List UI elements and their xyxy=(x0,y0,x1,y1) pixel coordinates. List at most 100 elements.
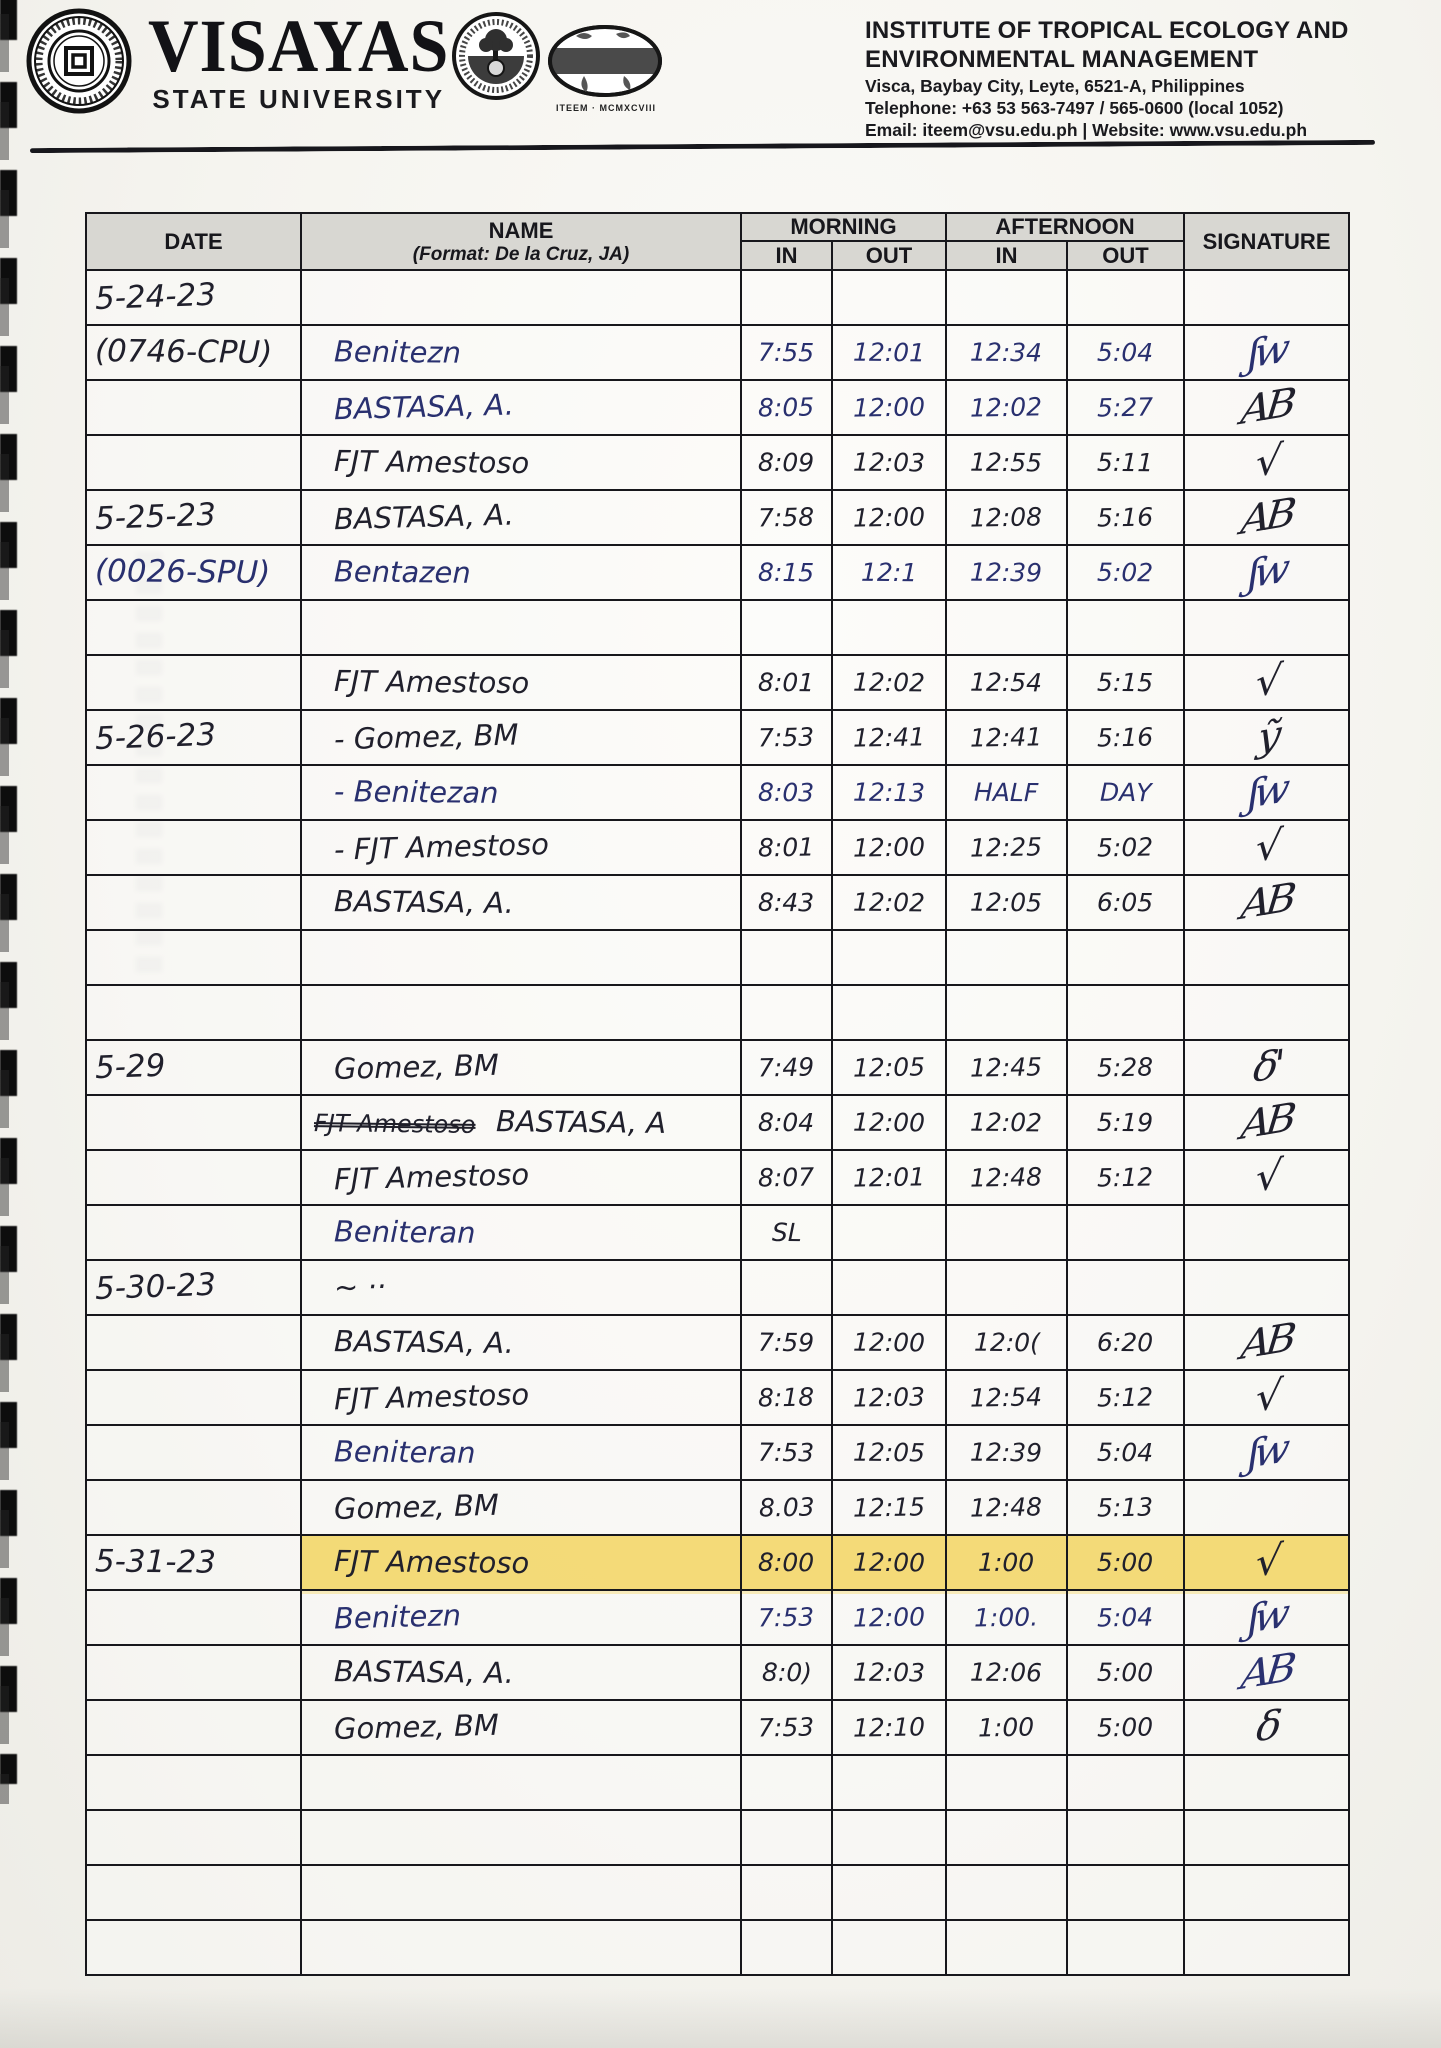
morning-out-cell: 12:01 xyxy=(830,1149,948,1206)
signature-cell: √ xyxy=(1183,819,1351,876)
university-name: VISAYAS xyxy=(148,4,450,89)
name-value: Benitezn xyxy=(333,1598,462,1636)
afternoon-out-value: 6:05 xyxy=(1097,887,1154,917)
afternoon-in-cell xyxy=(945,1809,1069,1866)
morning-in-value: 7:55 xyxy=(758,337,815,367)
date-cell: 5-25-23 xyxy=(85,489,302,546)
morning-out-cell xyxy=(830,929,948,986)
morning-in-value: 8.03 xyxy=(758,1492,815,1522)
morning-out-cell xyxy=(830,269,948,326)
signature-cell: √ xyxy=(1183,654,1351,711)
afternoon-in-cell: 12:54 xyxy=(945,654,1069,711)
iteem-globe-logo xyxy=(546,24,664,102)
afternoon-out-cell: 5:02 xyxy=(1066,819,1186,876)
table-row: (0026-SPU) Bentazen 8:15 12:1 12:39 5:02… xyxy=(85,544,1351,601)
signature-cell: √ xyxy=(1183,1149,1351,1206)
signature-cell xyxy=(1183,599,1351,656)
afternoon-in-value: 12:02 xyxy=(970,391,1043,423)
signature-cell xyxy=(1183,1754,1351,1811)
morning-in-cell: 7:53 xyxy=(740,709,833,766)
afternoon-out-value: 5:19 xyxy=(1097,1107,1154,1137)
morning-in-value: 8:07 xyxy=(758,1162,815,1192)
name-value: Beniteran xyxy=(333,1214,476,1250)
col-header-name-title: NAME xyxy=(488,217,554,243)
morning-in-value: SL xyxy=(771,1217,802,1247)
table-row: 5-29 Gomez, BM 7:49 12:05 12:45 5:28 δ' xyxy=(85,1039,1351,1096)
signature-cell: δ xyxy=(1183,1699,1351,1756)
col-header-morning-out: OUT xyxy=(830,240,948,271)
signature-mark: √ xyxy=(1253,657,1280,706)
signature-cell: ʃw xyxy=(1183,1424,1351,1481)
morning-in-value: 8:18 xyxy=(758,1382,815,1412)
morning-in-cell: 7:49 xyxy=(740,1039,833,1096)
date-cell xyxy=(85,1864,302,1921)
afternoon-out-cell xyxy=(1066,984,1186,1041)
date-cell xyxy=(85,599,302,656)
morning-out-value: 12:1 xyxy=(860,557,918,587)
institute-address: Visca, Baybay City, Leyte, 6521-A, Phili… xyxy=(865,75,1245,96)
signature-cell: √ xyxy=(1183,1534,1351,1591)
afternoon-in-cell: 12:48 xyxy=(945,1479,1069,1536)
signature-cell: ʃw xyxy=(1183,1589,1351,1646)
col-header-afternoon: AFTERNOON xyxy=(945,212,1186,242)
struck-name-value xyxy=(302,1627,322,1628)
morning-out-cell: 12:02 xyxy=(830,654,948,711)
afternoon-out-value: 5:15 xyxy=(1097,667,1154,697)
signature-cell: AB xyxy=(1183,874,1351,931)
afternoon-in-value: 12:55 xyxy=(970,447,1043,477)
afternoon-in-cell: 1:00. xyxy=(945,1589,1069,1646)
table-row: 5-24-23 xyxy=(85,269,1351,326)
morning-in-value: 7:53 xyxy=(758,722,815,752)
afternoon-in-cell: 12:08 xyxy=(945,489,1069,546)
signature-cell: AB xyxy=(1183,379,1351,436)
name-cell xyxy=(300,984,742,1041)
morning-out-cell: 12:05 xyxy=(830,1039,948,1096)
afternoon-out-value: 5:13 xyxy=(1097,1492,1154,1522)
afternoon-out-cell: DAY xyxy=(1066,764,1186,821)
morning-out-cell: 12:15 xyxy=(830,1479,948,1536)
afternoon-in-value: 1:00 xyxy=(978,1547,1035,1577)
name-cell: - Gomez, BM xyxy=(300,709,742,766)
afternoon-out-cell: 5:04 xyxy=(1066,1589,1186,1646)
afternoon-in-cell xyxy=(945,599,1069,656)
college-of-forestry-seal-logo xyxy=(452,12,540,100)
table-row: BASTASA, A. 8:0) 12:03 12:06 5:00 AB xyxy=(85,1644,1351,1701)
afternoon-out-cell xyxy=(1066,1919,1186,1976)
table-row: - Benitezan 8:03 12:13 HALF DAY ʃw xyxy=(85,764,1351,821)
iteem-caption: ITEEM · MCMXCVIII xyxy=(556,103,656,113)
afternoon-in-value: 12:54 xyxy=(970,1381,1043,1413)
struck-name-value xyxy=(302,1187,322,1188)
table-row: Gomez, BM 7:53 12:10 1:00 5:00 δ xyxy=(85,1699,1351,1756)
table-row: BASTASA, A. 8:43 12:02 12:05 6:05 AB xyxy=(85,874,1351,931)
table-row: 5-25-23 BASTASA, A. 7:58 12:00 12:08 5:1… xyxy=(85,489,1351,546)
signature-mark: δ xyxy=(1254,1702,1279,1751)
table-row: - FJT Amestoso 8:01 12:00 12:25 5:02 √ xyxy=(85,819,1351,876)
morning-out-value: 12:03 xyxy=(852,1657,926,1687)
name-value: - FJT Amestoso xyxy=(333,827,550,867)
letterhead: VISAYAS STATE UNIVERSITY xyxy=(0,0,1441,150)
date-cell xyxy=(85,984,302,1041)
morning-in-cell: 8:01 xyxy=(740,654,833,711)
struck-name-value xyxy=(302,1517,322,1518)
morning-in-value: 7:53 xyxy=(758,1602,815,1632)
afternoon-out-cell: 5:04 xyxy=(1066,1424,1186,1481)
signature-mark: AB xyxy=(1239,489,1295,544)
name-value: BASTASA, A. xyxy=(333,884,515,921)
morning-out-value: 12:00 xyxy=(852,501,926,533)
afternoon-out-value: 5:00 xyxy=(1097,1547,1154,1577)
morning-out-value: 12:41 xyxy=(852,721,926,753)
name-value: BASTASA, A. xyxy=(333,497,515,537)
morning-in-cell: 8:05 xyxy=(740,379,833,436)
morning-in-cell xyxy=(740,929,833,986)
afternoon-out-cell xyxy=(1066,599,1186,656)
afternoon-out-value: 6:20 xyxy=(1097,1327,1154,1357)
afternoon-in-cell: HALF xyxy=(945,764,1069,821)
morning-in-value: 8:09 xyxy=(758,447,815,477)
morning-out-value: 12:00 xyxy=(852,1327,926,1357)
morning-out-value: 12:15 xyxy=(852,1491,926,1523)
afternoon-in-value: 12:39 xyxy=(970,557,1043,587)
morning-out-cell: 12:03 xyxy=(830,434,948,491)
morning-in-cell xyxy=(740,984,833,1041)
afternoon-out-cell xyxy=(1066,1864,1186,1921)
date-value: 5-29 xyxy=(94,1047,166,1087)
